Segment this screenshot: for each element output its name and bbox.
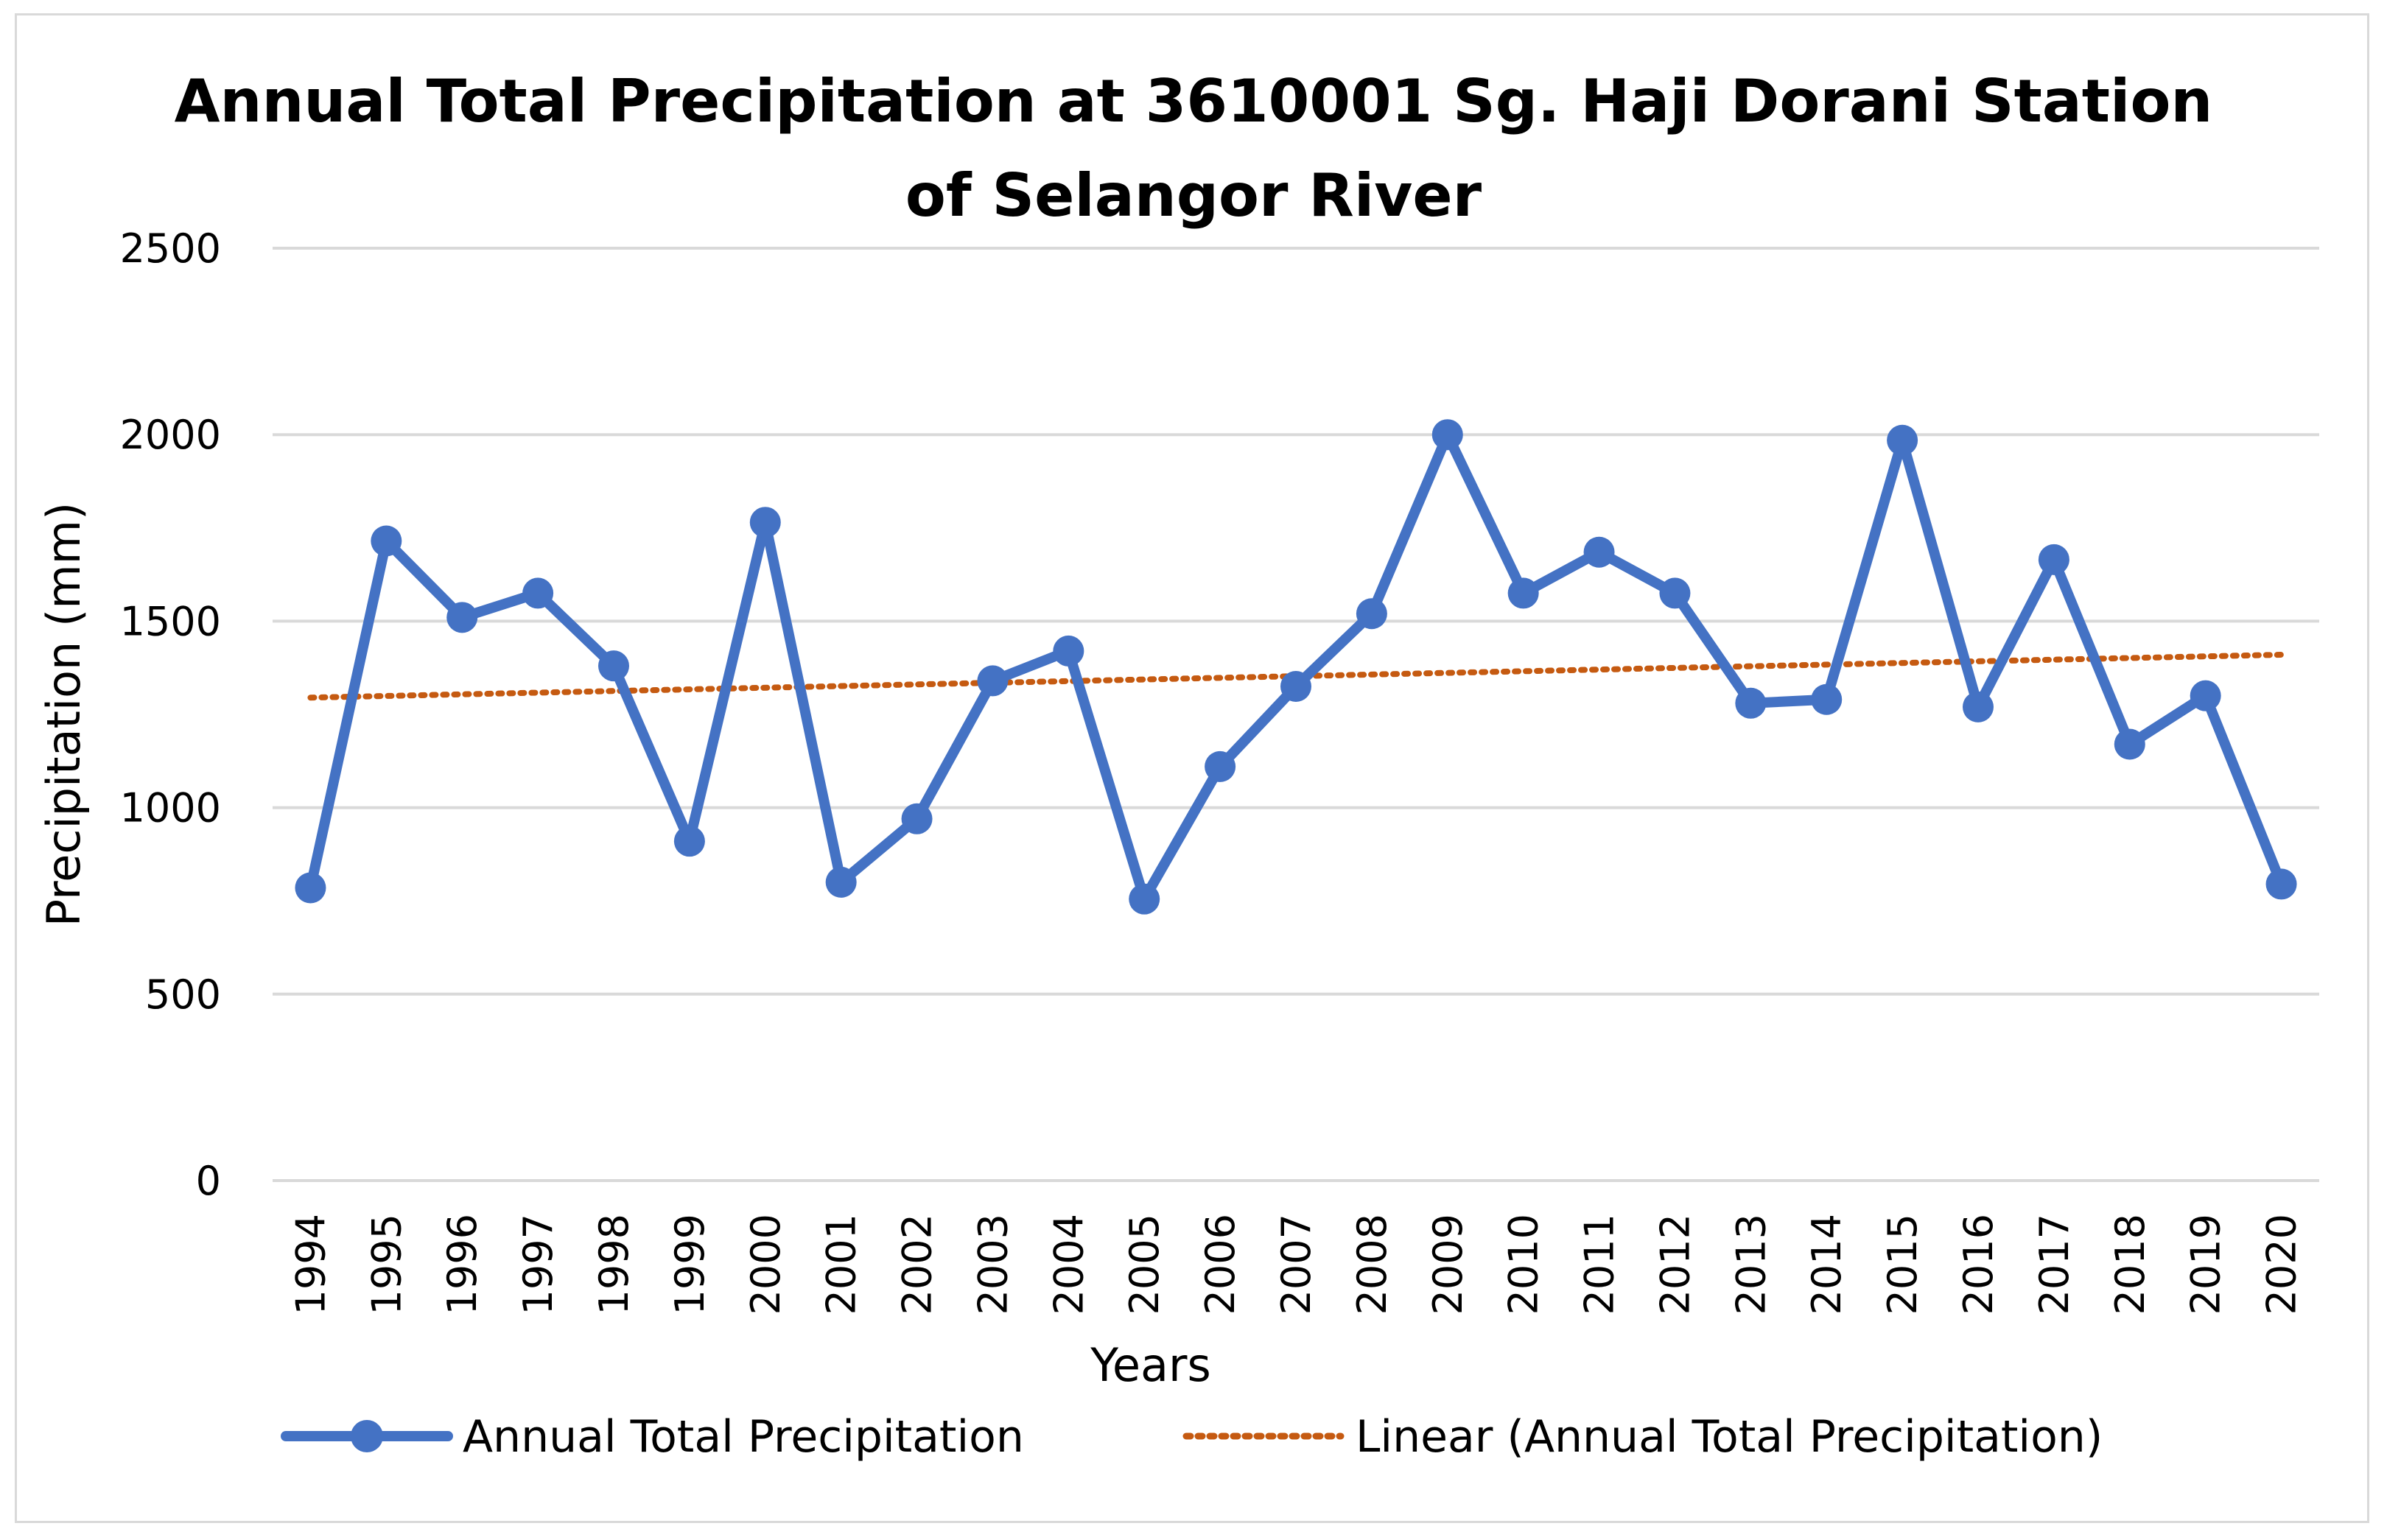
data-point-2001 — [825, 866, 857, 898]
chart-title: Annual Total Precipitation at 3610001 Sg… — [175, 67, 2213, 230]
data-point-2002 — [901, 803, 933, 834]
y-axis-ticks: 0 500 1000 1500 2000 2500 — [120, 225, 221, 1204]
legend: Annual Total Precipitation Linear (Annua… — [281, 1411, 2103, 1463]
data-point-2019 — [2190, 680, 2221, 711]
data-point-1994 — [295, 872, 326, 904]
data-point-2003 — [977, 665, 1009, 697]
data-point-2014 — [1811, 683, 1843, 715]
x-tick-label: 2018 — [2107, 1214, 2153, 1315]
y-tick-label: 0 — [196, 1158, 221, 1204]
x-tick-label: 1999 — [667, 1214, 713, 1315]
y-tick-label: 1500 — [120, 598, 221, 644]
x-tick-label: 2000 — [743, 1214, 789, 1315]
x-tick-label: 2015 — [1879, 1214, 1926, 1315]
y-tick-label: 2000 — [120, 412, 221, 458]
x-axis-ticks: 1994 1995 1996 1997 1998 1999 2000 2001 2002 2003… — [287, 1214, 2304, 1315]
data-point-1996 — [446, 602, 478, 633]
x-tick-label: 1994 — [287, 1214, 334, 1315]
data-point-2000 — [749, 507, 781, 538]
chart-title-line-1: Annual Total Precipitation at 3610001 Sg… — [175, 67, 2213, 136]
x-tick-label: 2019 — [2183, 1214, 2229, 1315]
data-point-1998 — [598, 650, 629, 682]
x-tick-label: 1997 — [515, 1214, 561, 1315]
x-tick-label: 1996 — [439, 1214, 486, 1315]
x-tick-label: 2020 — [2259, 1214, 2305, 1315]
x-tick-label: 2002 — [894, 1214, 941, 1315]
x-tick-label: 1998 — [591, 1214, 637, 1315]
data-point-2004 — [1053, 635, 1084, 667]
data-point-2005 — [1129, 883, 1160, 915]
data-points — [295, 419, 2297, 915]
x-tick-label: 2004 — [1045, 1214, 1092, 1315]
x-tick-label: 2007 — [1273, 1214, 1319, 1315]
chart-title-line-2: of Selangor River — [905, 161, 1482, 230]
x-tick-label: 1995 — [363, 1214, 410, 1315]
data-point-2012 — [1659, 577, 1691, 609]
chart-frame — [15, 13, 2369, 1523]
x-tick-label: 2009 — [1425, 1214, 1471, 1315]
data-point-2017 — [2038, 544, 2069, 575]
x-tick-label: 2016 — [1955, 1214, 2002, 1315]
x-tick-label: 2005 — [1121, 1214, 1168, 1315]
gridlines — [273, 247, 2319, 1182]
data-point-2011 — [1583, 536, 1615, 568]
data-point-2016 — [1963, 691, 1994, 722]
x-tick-label: 2014 — [1804, 1214, 1850, 1315]
y-tick-label: 500 — [145, 971, 221, 1018]
x-axis-label: Years — [1090, 1338, 1211, 1392]
x-tick-label: 2011 — [1577, 1214, 1623, 1315]
data-point-2009 — [1431, 419, 1463, 451]
x-tick-label: 2003 — [970, 1214, 1016, 1315]
legend-series-marker-icon — [351, 1420, 383, 1452]
data-point-2008 — [1356, 598, 1387, 630]
data-point-1997 — [522, 577, 554, 609]
x-tick-label: 2008 — [1349, 1214, 1395, 1315]
data-point-2006 — [1205, 750, 1236, 782]
x-tick-label: 2001 — [819, 1214, 865, 1315]
x-tick-label: 2013 — [1728, 1214, 1774, 1315]
x-tick-label: 2006 — [1197, 1214, 1244, 1315]
data-point-1995 — [371, 525, 402, 557]
y-tick-label: 1000 — [120, 785, 221, 831]
data-point-2013 — [1735, 687, 1767, 719]
legend-trendline-label: Linear (Annual Total Precipitation) — [1356, 1411, 2103, 1463]
data-point-2007 — [1280, 671, 1311, 703]
data-point-2020 — [2265, 868, 2297, 900]
data-point-2015 — [1887, 424, 1918, 456]
x-tick-label: 2017 — [2031, 1214, 2078, 1315]
legend-series-label: Annual Total Precipitation — [463, 1411, 1024, 1463]
data-point-2010 — [1507, 577, 1539, 609]
y-axis-label: Precipitation (mm) — [37, 502, 91, 927]
x-tick-label: 2012 — [1652, 1214, 1698, 1315]
x-tick-label: 2010 — [1501, 1214, 1547, 1315]
y-tick-label: 2500 — [120, 225, 221, 272]
data-point-1999 — [673, 826, 705, 857]
data-point-2018 — [2114, 728, 2145, 760]
